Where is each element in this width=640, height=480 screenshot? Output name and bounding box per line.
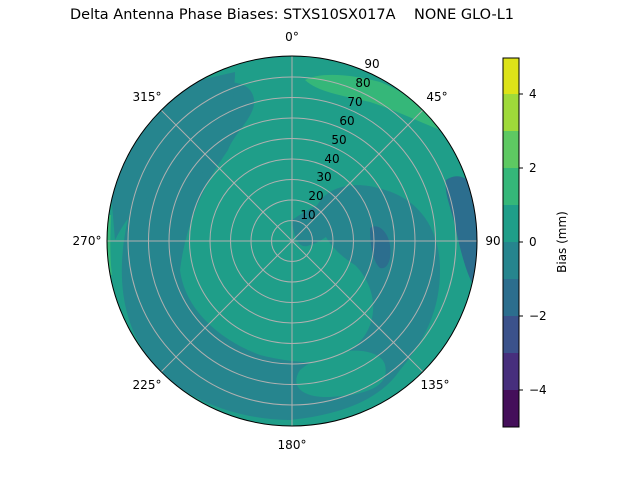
azimuth-label-270: 270° — [72, 234, 102, 248]
contour-level-neg2-neg1 — [370, 226, 391, 269]
azimuth-label-225: 225° — [132, 378, 162, 392]
colorbar-ticks — [519, 93, 523, 391]
radial-label-50: 50 — [331, 133, 347, 147]
colorbar-label: Bias (mm) — [555, 211, 569, 273]
azimuth-label-135: 135° — [420, 378, 450, 392]
azimuth-label-45: 45° — [426, 90, 448, 104]
colorbar-tick-neg4: −4 — [529, 383, 547, 397]
polar-frame — [106, 55, 478, 427]
radial-label-70: 70 — [347, 95, 363, 109]
azimuth-label-180: 180° — [277, 438, 307, 452]
radial-label-30: 30 — [316, 170, 332, 184]
chart-title: Delta Antenna Phase Biases: STXS10SX017A… — [69, 7, 515, 23]
angular-gridlines — [107, 56, 477, 426]
azimuth-label-315: 315° — [132, 90, 162, 104]
colorbar — [502, 57, 520, 428]
colorbar-tick-neg2: −2 — [529, 309, 547, 323]
azimuth-label-90: 90 — [485, 234, 501, 248]
azimuth-label-0: 0° — [285, 30, 299, 44]
radial-label-10: 10 — [300, 208, 316, 222]
radial-label-90: 90 — [364, 57, 380, 71]
radial-label-80: 80 — [355, 76, 371, 90]
radial-label-20: 20 — [308, 189, 324, 203]
contour-level-1-2 — [305, 74, 440, 130]
colorbar-tick-0: 0 — [529, 235, 537, 249]
colorbar-tick-4: 4 — [529, 87, 537, 101]
colorbar-tick-2: 2 — [529, 161, 537, 175]
radial-label-40: 40 — [324, 152, 340, 166]
radial-label-60: 60 — [339, 114, 355, 128]
